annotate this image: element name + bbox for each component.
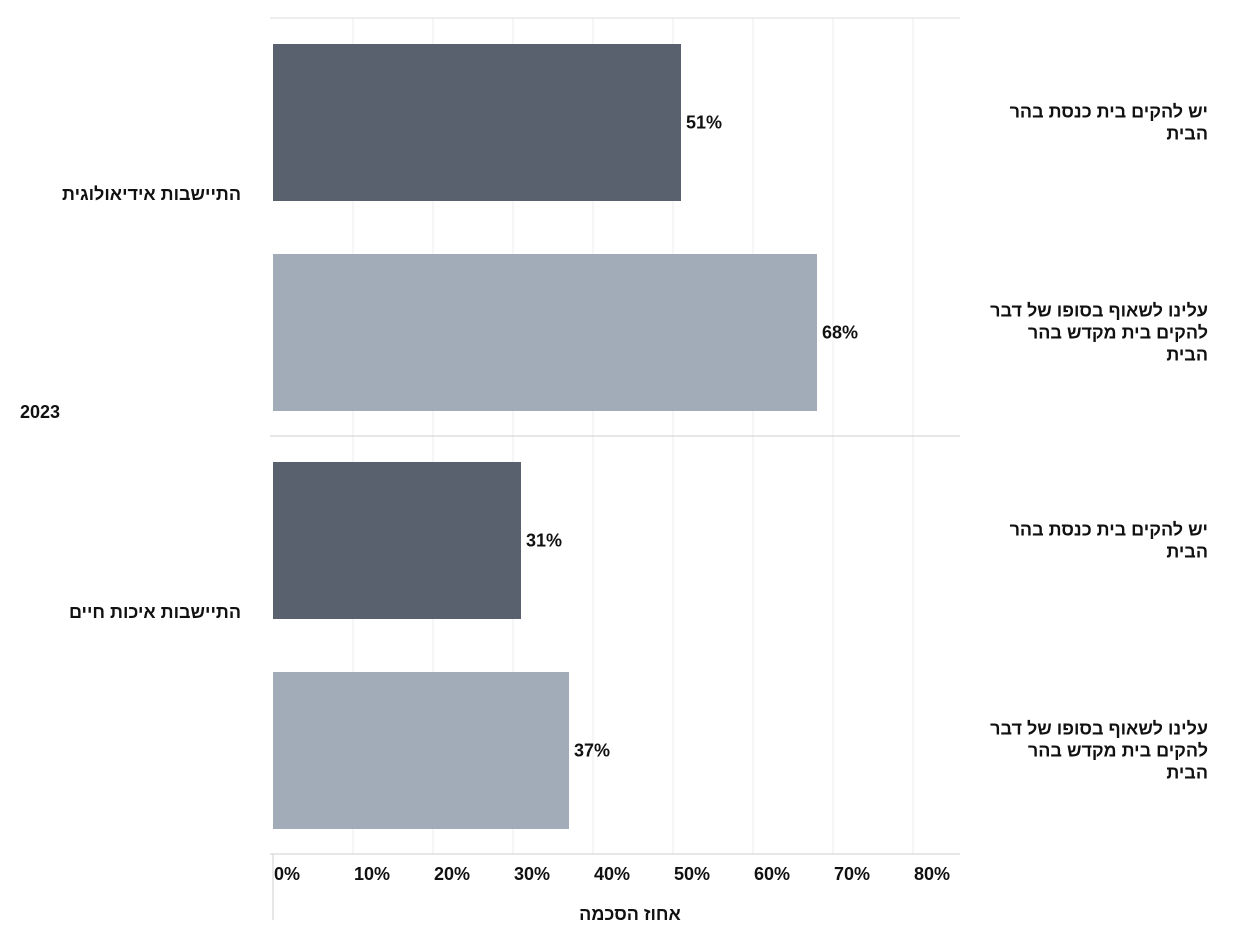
group-label: התיישבות אידיאולוגית: [62, 184, 241, 204]
statement-label: הבית: [1166, 542, 1208, 562]
statement-label: להקים בית מקדש בהר: [1028, 741, 1208, 761]
tick-label: 50%: [674, 864, 710, 884]
bar: [273, 254, 817, 411]
tick-label: 20%: [434, 864, 470, 884]
statement-label: הבית: [1166, 124, 1208, 144]
tick-label: 70%: [834, 864, 870, 884]
tick-label: 60%: [754, 864, 790, 884]
data-label: 51%: [686, 113, 722, 133]
statement-label: עלינו לשאוף בסופו של דבר: [990, 719, 1208, 739]
bar: [273, 44, 681, 201]
statement-label: הבית: [1166, 345, 1208, 365]
tick-label: 40%: [594, 864, 630, 884]
tick-label: 10%: [354, 864, 390, 884]
data-label: 68%: [822, 323, 858, 343]
bar: [273, 462, 521, 619]
x-axis-title: אחוז הסכמה: [579, 904, 681, 924]
tick-label: 30%: [514, 864, 550, 884]
data-label: 37%: [574, 741, 610, 761]
tick-label: 0%: [274, 864, 300, 884]
tick-label: 80%: [914, 864, 950, 884]
group-label: התיישבות איכות חיים: [69, 602, 241, 622]
statement-label: עלינו לשאוף בסופו של דבר: [990, 301, 1208, 321]
statement-label: יש להקים בית כנסת בהר: [1010, 102, 1208, 122]
bar: [273, 672, 569, 829]
year-label: 2023: [20, 402, 60, 422]
statement-label: יש להקים בית כנסת בהר: [1010, 520, 1208, 540]
statement-label: להקים בית מקדש בהר: [1028, 323, 1208, 343]
data-label: 31%: [526, 531, 562, 551]
statement-label: הבית: [1166, 763, 1208, 783]
